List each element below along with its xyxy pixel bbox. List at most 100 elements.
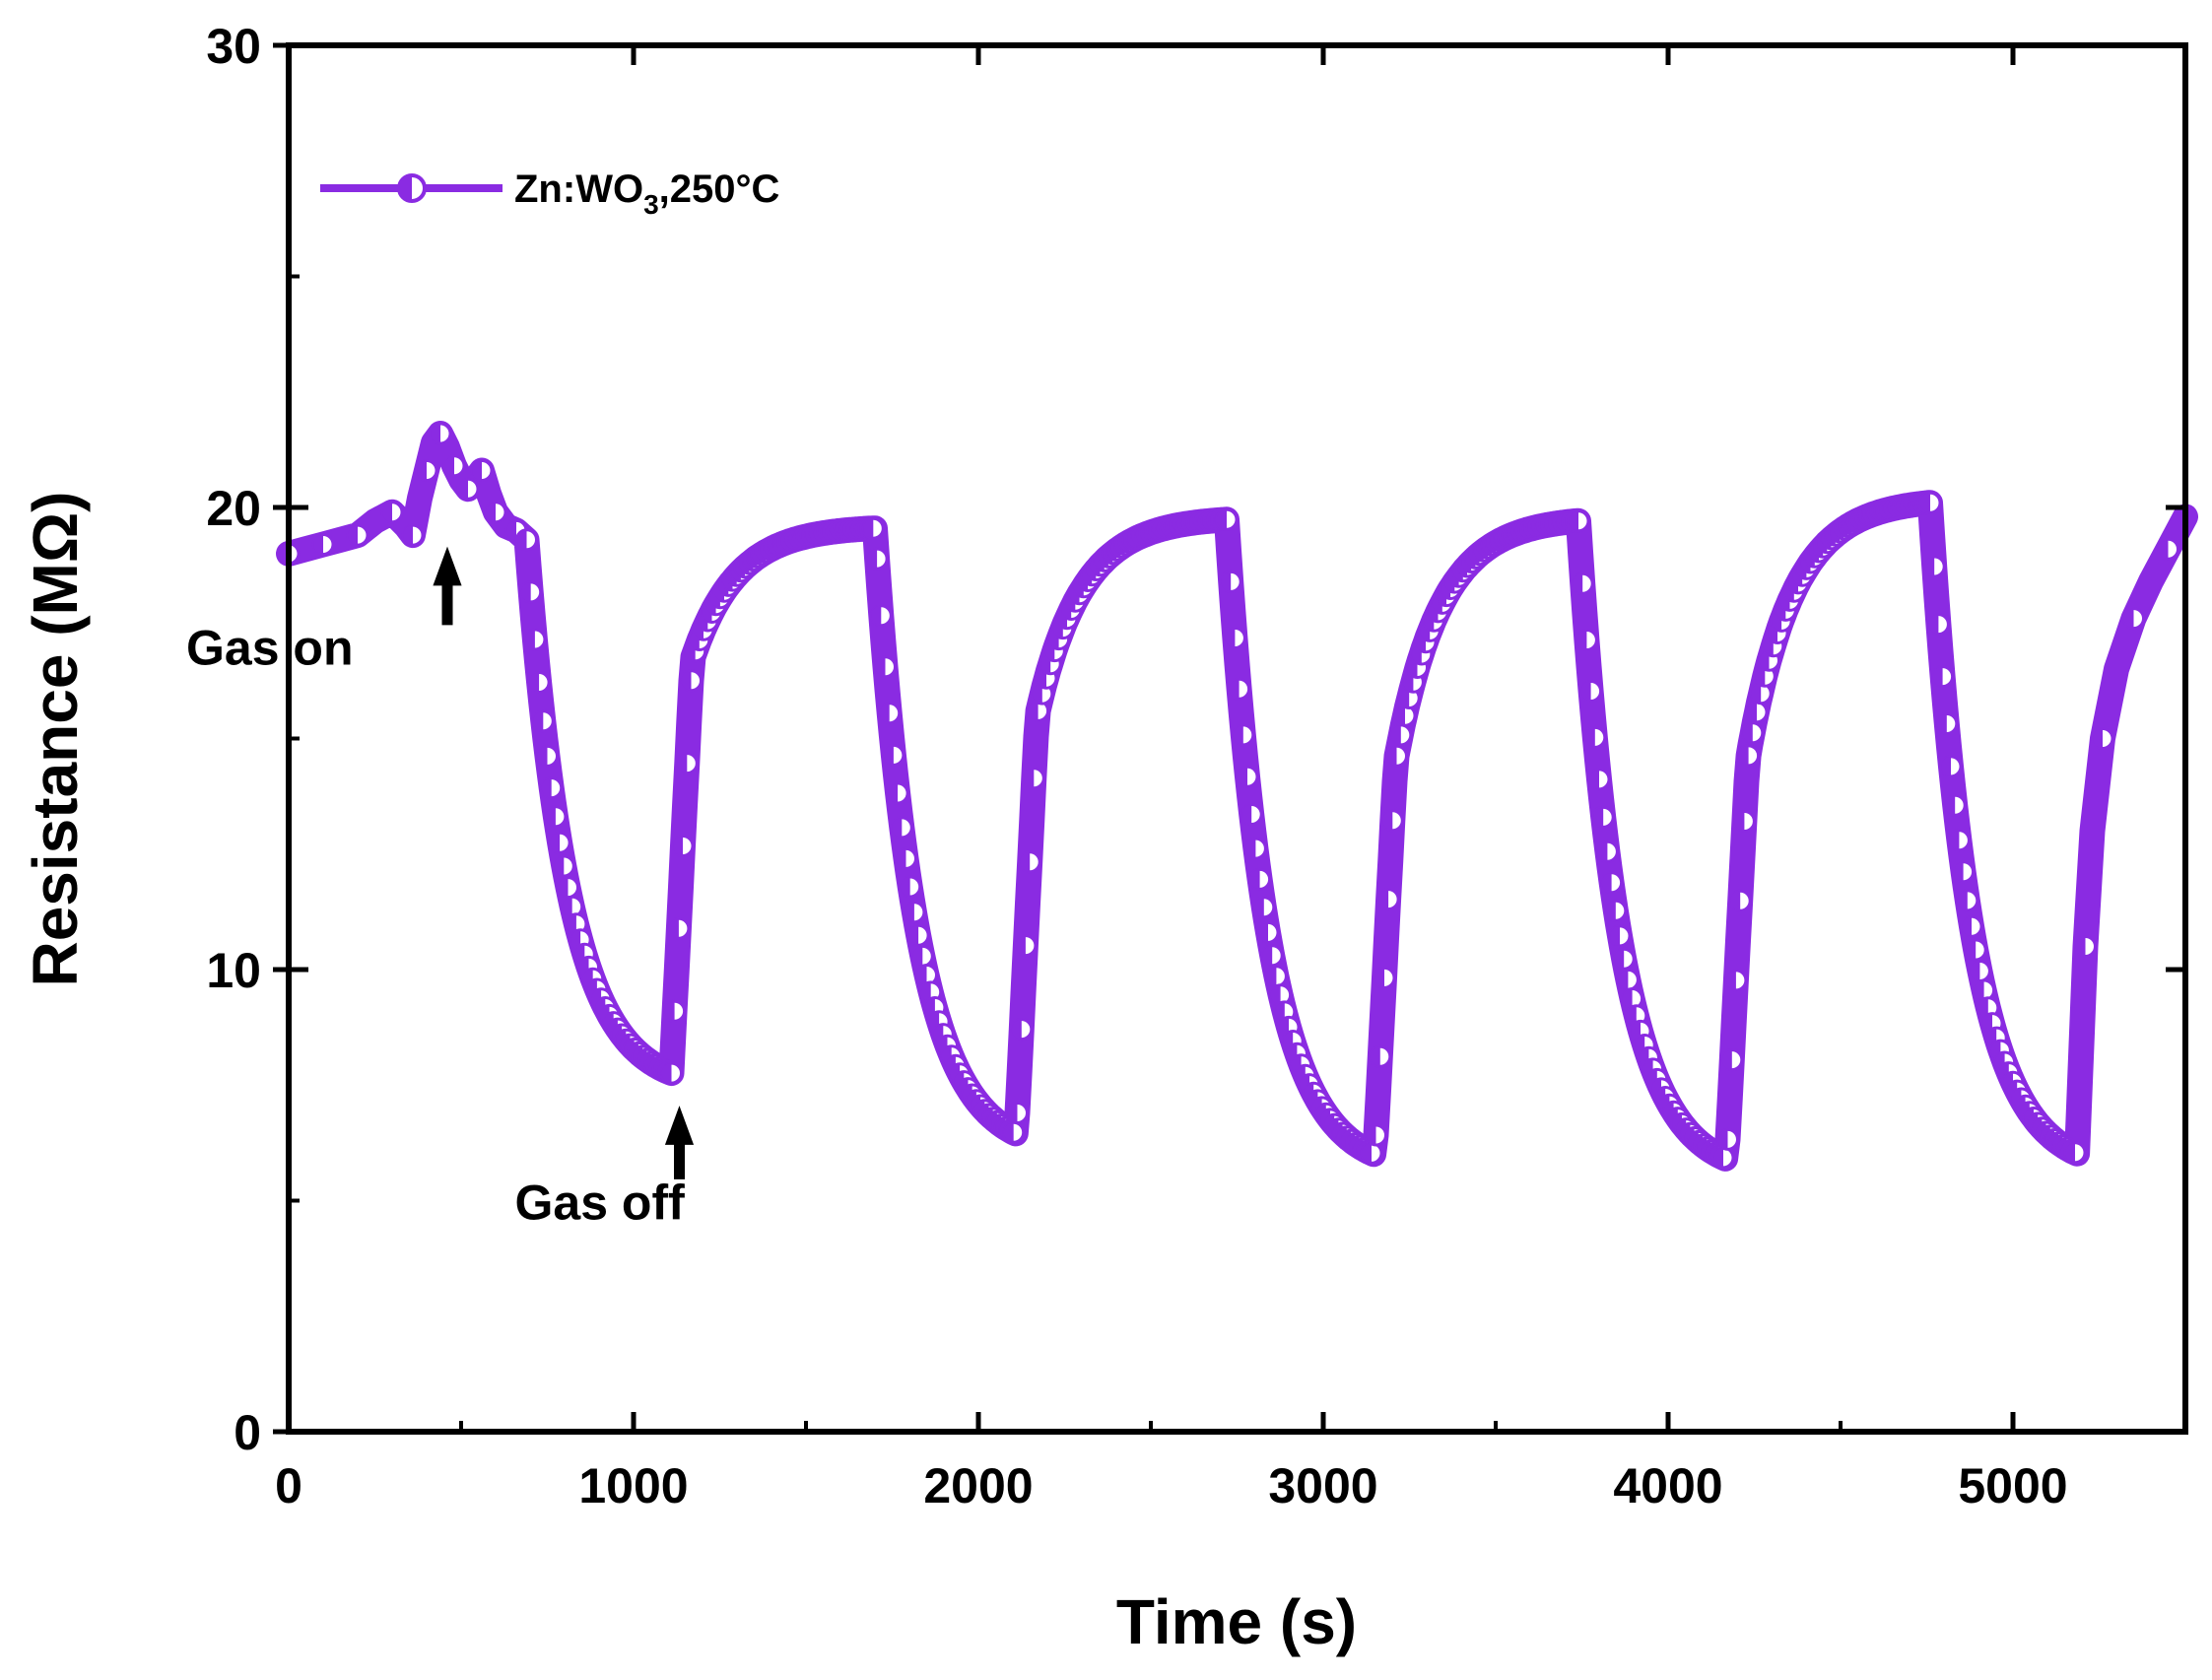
data-point-fill xyxy=(1730,891,1741,911)
data-point-fill xyxy=(875,656,886,677)
data-point-fill xyxy=(1713,1147,1723,1168)
data-point-fill xyxy=(1717,1129,1728,1150)
data-point-fill xyxy=(529,672,540,693)
data-point-fill xyxy=(1225,628,1236,648)
x-tick-label: 2000 xyxy=(923,1458,1033,1513)
x-tick-label: 1000 xyxy=(578,1458,688,1513)
data-point-fill xyxy=(1007,1103,1018,1123)
data-point-fill xyxy=(1970,961,1980,981)
data-point-fill xyxy=(1229,679,1240,700)
data-point-fill xyxy=(1738,745,1749,766)
data-point-fill xyxy=(1576,630,1587,650)
data-point-fill xyxy=(431,424,440,443)
data-point-fill xyxy=(908,925,919,946)
data-point-fill xyxy=(1626,1005,1637,1026)
data-point-fill xyxy=(1217,509,1227,530)
data-point-fill xyxy=(916,965,927,985)
data-point-fill xyxy=(1037,668,1046,689)
data-point-fill xyxy=(1953,861,1964,882)
data-point-fill xyxy=(1374,968,1384,988)
data-point-fill xyxy=(681,670,692,691)
data-point-fill xyxy=(1366,1125,1376,1145)
data-point-fill xyxy=(668,918,679,939)
data-point-fill xyxy=(566,913,576,934)
data-point-fill xyxy=(1949,830,1960,850)
data-point-fill xyxy=(545,806,556,827)
legend: Zn:WO3,250°C xyxy=(320,168,779,220)
data-point-fill xyxy=(1610,925,1620,946)
data-point-fill xyxy=(1957,890,1968,910)
data-point-fill xyxy=(417,460,427,481)
series-line xyxy=(276,421,2198,1172)
data-point-fill xyxy=(403,525,413,546)
data-point-fill xyxy=(1725,970,1736,990)
x-axis-title: Time (s) xyxy=(1116,1586,1357,1657)
data-point-fill xyxy=(664,1001,675,1022)
data-point-fill xyxy=(1584,727,1595,748)
data-point-fill xyxy=(1924,557,1935,576)
data-point-fill xyxy=(1614,949,1625,970)
data-point-fill xyxy=(867,549,878,570)
data-point-fill xyxy=(1032,684,1042,705)
y-axis-title: Resistance (MΩ) xyxy=(20,492,91,987)
data-point-fill xyxy=(1982,1013,1992,1034)
gas-off-label: Gas off xyxy=(515,1175,686,1230)
data-point-fill xyxy=(1589,769,1599,789)
data-point-fill xyxy=(458,479,468,500)
data-point-fill xyxy=(1399,688,1410,708)
data-point-fill xyxy=(1945,795,1956,816)
data-point-fill xyxy=(1941,756,1951,776)
data-point-fill xyxy=(520,581,531,602)
data-point-fill xyxy=(562,897,572,917)
data-point-fill xyxy=(888,783,899,803)
data-point-fill xyxy=(558,877,569,898)
data-point-fill xyxy=(524,630,535,649)
data-point-fill xyxy=(570,929,581,950)
data-point-fill xyxy=(1262,945,1273,966)
data-point-fill xyxy=(1622,988,1633,1009)
data-point-fill xyxy=(661,1063,672,1084)
data-point-fill xyxy=(1274,1001,1285,1022)
data-point-fill xyxy=(1966,940,1977,960)
annotation-gas-on: Gas on xyxy=(186,546,462,675)
series-layer xyxy=(276,421,2198,1172)
legend-label-main: Zn:WO xyxy=(514,168,643,211)
data-point-fill xyxy=(486,502,496,522)
data-point-fill xyxy=(1974,980,1984,1000)
data-point-fill xyxy=(1249,869,1260,890)
x-tick-label: 4000 xyxy=(1613,1458,1722,1513)
data-point-fill xyxy=(904,902,914,922)
x-tick-label: 0 xyxy=(275,1458,302,1513)
data-point-fill xyxy=(1403,672,1414,693)
data-point-fill xyxy=(1266,966,1277,986)
data-point-fill xyxy=(1270,984,1281,1005)
data-point-fill xyxy=(673,836,683,856)
data-point-fill xyxy=(1751,683,1762,704)
data-point-fill xyxy=(1378,889,1389,909)
data-point-fill xyxy=(1003,1122,1014,1143)
data-point-fill xyxy=(1253,897,1264,917)
data-point-fill xyxy=(533,710,544,731)
data-point-fill xyxy=(1569,510,1578,531)
data-point-fill xyxy=(900,877,910,897)
data-point-fill xyxy=(883,745,894,766)
data-point-fill xyxy=(506,520,516,541)
legend-label: Zn:WO3,250°C xyxy=(514,168,779,220)
data-point-fill xyxy=(1977,997,1988,1018)
gas-off-arrow xyxy=(664,1106,695,1179)
data-point-fill xyxy=(1920,493,1930,513)
data-point-fill xyxy=(896,848,906,869)
data-point-fill xyxy=(516,529,527,550)
data-point-fill xyxy=(1573,573,1583,594)
data-point-fill xyxy=(2158,539,2169,560)
data-point-fill xyxy=(1362,1143,1372,1164)
y-tick-label: 0 xyxy=(234,1405,261,1460)
data-point-fill xyxy=(1755,666,1766,687)
legend-marker-fill xyxy=(399,175,412,201)
data-point-fill xyxy=(2123,608,2134,629)
data-point-fill xyxy=(1618,970,1629,990)
data-point-fill xyxy=(1370,1046,1380,1067)
data-point-fill xyxy=(472,460,482,481)
data-point-fill xyxy=(1597,841,1608,862)
